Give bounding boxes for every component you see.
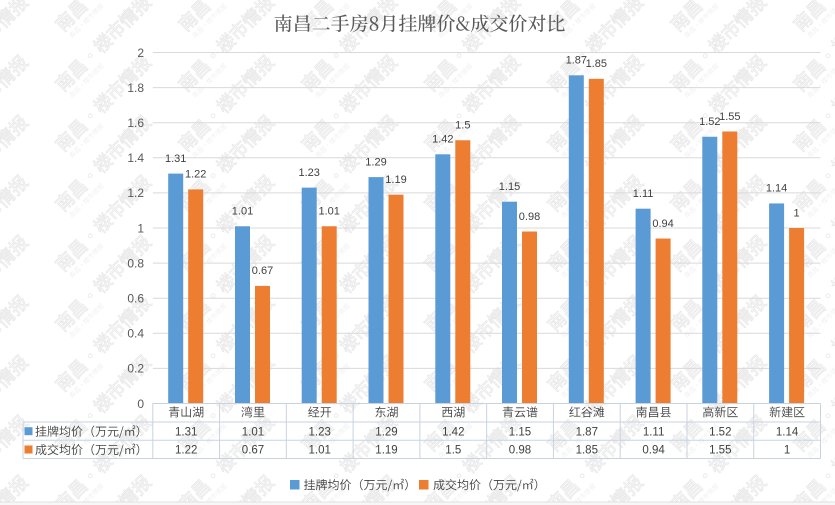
svg-text:0.8: 0.8 (127, 256, 144, 270)
svg-text:1.55: 1.55 (709, 445, 731, 457)
svg-text:1: 1 (137, 221, 144, 235)
svg-text:0.67: 0.67 (242, 445, 264, 457)
svg-text:0.94: 0.94 (642, 445, 665, 457)
svg-text:1.14: 1.14 (766, 183, 787, 195)
svg-text:0: 0 (137, 397, 144, 411)
svg-text:0.98: 0.98 (509, 445, 531, 457)
svg-text:1.22: 1.22 (185, 169, 206, 181)
svg-text:1.55: 1.55 (719, 111, 740, 123)
svg-text:1.8: 1.8 (127, 81, 144, 95)
svg-text:1.42: 1.42 (442, 426, 464, 438)
svg-text:1.85: 1.85 (576, 445, 598, 457)
svg-text:1.19: 1.19 (385, 174, 406, 186)
svg-text:1.85: 1.85 (586, 58, 607, 70)
svg-text:1.11: 1.11 (633, 188, 654, 200)
svg-text:1.01: 1.01 (242, 426, 264, 438)
svg-text:1.01: 1.01 (232, 206, 253, 218)
svg-text:0.2: 0.2 (127, 362, 144, 376)
svg-text:2: 2 (137, 46, 144, 60)
svg-text:1: 1 (794, 207, 800, 219)
svg-text:1.5: 1.5 (455, 120, 470, 132)
svg-text:1.15: 1.15 (499, 181, 520, 193)
svg-text:1.19: 1.19 (375, 445, 397, 457)
svg-text:1: 1 (784, 445, 790, 457)
svg-text:1.22: 1.22 (175, 445, 197, 457)
svg-text:1.14: 1.14 (776, 426, 799, 438)
svg-text:1.2: 1.2 (127, 186, 144, 200)
svg-text:0.67: 0.67 (252, 265, 273, 277)
svg-text:1.29: 1.29 (365, 156, 386, 168)
svg-text:1.11: 1.11 (643, 426, 665, 438)
svg-text:1.23: 1.23 (298, 167, 319, 179)
svg-text:1.31: 1.31 (175, 426, 197, 438)
svg-text:1.52: 1.52 (699, 116, 720, 128)
svg-text:1.23: 1.23 (309, 426, 331, 438)
svg-text:1.31: 1.31 (165, 153, 186, 165)
svg-text:1.87: 1.87 (566, 55, 587, 67)
svg-text:1.6: 1.6 (127, 116, 144, 130)
svg-text:0.6: 0.6 (127, 292, 144, 306)
svg-text:1.87: 1.87 (576, 426, 598, 438)
svg-text:1.4: 1.4 (127, 151, 144, 165)
svg-text:0.94: 0.94 (652, 218, 673, 230)
svg-text:0.98: 0.98 (519, 211, 540, 223)
svg-text:1.29: 1.29 (375, 426, 397, 438)
svg-text:1.5: 1.5 (445, 445, 461, 457)
svg-text:1.42: 1.42 (432, 134, 453, 146)
svg-text:1.52: 1.52 (709, 426, 731, 438)
svg-text:1.01: 1.01 (318, 206, 339, 218)
svg-text:1.01: 1.01 (309, 445, 331, 457)
svg-text:0.4: 0.4 (127, 327, 144, 341)
svg-text:1.15: 1.15 (509, 426, 531, 438)
